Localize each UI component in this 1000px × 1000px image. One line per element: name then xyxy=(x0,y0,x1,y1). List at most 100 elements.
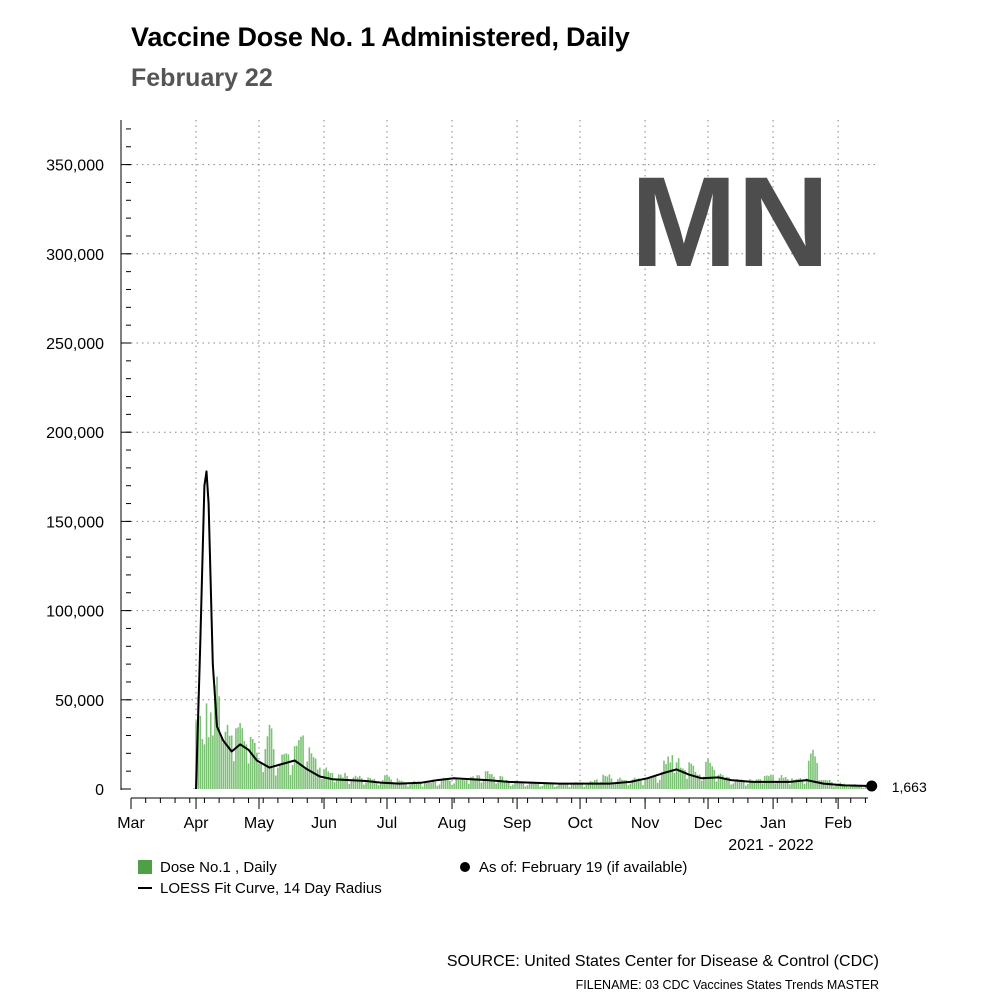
x-tick-label: Jul xyxy=(377,815,397,832)
bar xyxy=(658,779,661,789)
bar xyxy=(652,776,655,789)
bar xyxy=(757,779,760,789)
bar xyxy=(470,776,472,789)
bar xyxy=(682,768,684,789)
bar xyxy=(398,780,401,789)
bar xyxy=(411,782,413,789)
bar xyxy=(818,780,821,789)
bar xyxy=(745,785,747,789)
bar xyxy=(348,783,351,789)
bar xyxy=(497,782,500,789)
bar xyxy=(679,767,682,789)
bar xyxy=(247,763,250,789)
bar xyxy=(209,712,212,789)
y-tick-label: 350,000 xyxy=(46,158,104,175)
bar xyxy=(577,782,579,789)
bar xyxy=(835,785,837,789)
bar xyxy=(367,777,369,789)
bar xyxy=(810,753,812,789)
bar xyxy=(382,780,384,789)
bar xyxy=(623,780,625,789)
bar xyxy=(478,775,481,789)
bar xyxy=(249,736,252,789)
bar xyxy=(251,739,254,789)
bar xyxy=(648,778,651,789)
bar xyxy=(457,779,460,789)
bar xyxy=(656,782,659,789)
bar xyxy=(289,774,292,789)
bar xyxy=(436,785,439,789)
bar xyxy=(520,782,523,789)
last-value-dot xyxy=(866,780,878,792)
bar xyxy=(375,781,378,789)
bar xyxy=(533,783,535,789)
bar xyxy=(415,783,418,789)
bar xyxy=(214,685,216,789)
bar xyxy=(661,771,663,789)
bar xyxy=(489,774,491,789)
bar xyxy=(554,786,556,789)
bar xyxy=(423,782,426,789)
bar xyxy=(604,775,607,789)
bar xyxy=(833,786,835,789)
x-tick-label: Dec xyxy=(694,815,722,832)
bar xyxy=(451,784,453,789)
y-tick-label: 250,000 xyxy=(46,336,104,353)
bar xyxy=(216,676,218,789)
bar xyxy=(241,728,244,789)
bar xyxy=(642,784,644,789)
bar xyxy=(694,771,697,789)
bar xyxy=(193,788,195,789)
bar xyxy=(352,777,355,789)
bar xyxy=(235,728,237,789)
x-axis-label: 2021 - 2022 xyxy=(728,837,814,854)
bar xyxy=(337,774,340,789)
legend-item-bars: Dose No.1 , Daily xyxy=(138,859,277,876)
legend-dot-icon xyxy=(460,862,470,872)
bar xyxy=(831,781,833,789)
bar xyxy=(759,779,762,789)
bar xyxy=(228,735,231,789)
bar xyxy=(709,762,711,789)
bar xyxy=(864,785,867,789)
bar xyxy=(650,777,653,789)
bar xyxy=(663,760,665,789)
bar xyxy=(306,761,309,789)
bar xyxy=(203,744,206,789)
bar xyxy=(291,765,294,789)
bar xyxy=(319,767,321,789)
bar xyxy=(627,785,630,789)
bar xyxy=(845,784,848,789)
bar xyxy=(581,783,583,789)
bar xyxy=(700,780,703,789)
bar xyxy=(400,780,403,789)
bar xyxy=(239,722,241,789)
source-note: SOURCE: United States Center for Disease… xyxy=(446,953,879,970)
bar xyxy=(453,783,455,789)
bar xyxy=(279,764,281,789)
bar xyxy=(272,749,275,789)
bar xyxy=(740,779,743,789)
bar xyxy=(715,781,718,789)
bar xyxy=(258,763,260,789)
bar xyxy=(732,783,735,789)
bar xyxy=(482,780,485,789)
bar xyxy=(602,774,604,789)
bar xyxy=(600,781,602,789)
bar xyxy=(419,782,422,789)
bar xyxy=(654,776,657,789)
bar xyxy=(379,783,382,789)
legend-line-icon xyxy=(138,887,152,889)
bar xyxy=(633,777,636,789)
bar xyxy=(814,756,816,789)
bar xyxy=(847,787,850,789)
bar xyxy=(547,783,550,789)
bar xyxy=(860,785,863,789)
bar xyxy=(705,761,707,789)
x-tick-label: Aug xyxy=(438,815,466,832)
bar xyxy=(591,781,594,789)
bar xyxy=(493,776,495,789)
bar xyxy=(254,742,256,789)
bar xyxy=(442,777,445,789)
